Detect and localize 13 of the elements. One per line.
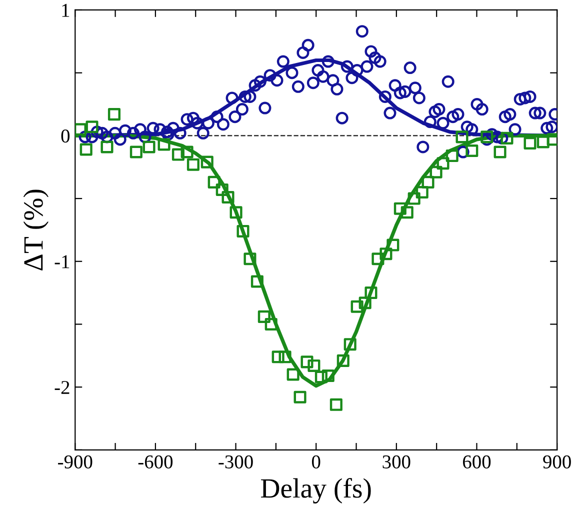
- x-tick-label: -900: [58, 455, 92, 468]
- x-tick-label: -600: [138, 455, 173, 468]
- x-tick-label: 300: [382, 455, 410, 468]
- x-tick-label: 900: [543, 455, 571, 468]
- y-axis-title: ΔT (%): [23, 190, 49, 270]
- x-tick-label: 0: [312, 455, 320, 468]
- x-tick-label: 600: [462, 455, 491, 468]
- x-tick-label: -300: [218, 455, 253, 468]
- y-tick-label: -2: [54, 380, 70, 394]
- y-tick-label: 0: [61, 129, 70, 143]
- y-tick-label: -1: [54, 255, 70, 268]
- y-tick-label: 1: [62, 4, 70, 17]
- x-axis-title: Delay (fs): [260, 478, 371, 504]
